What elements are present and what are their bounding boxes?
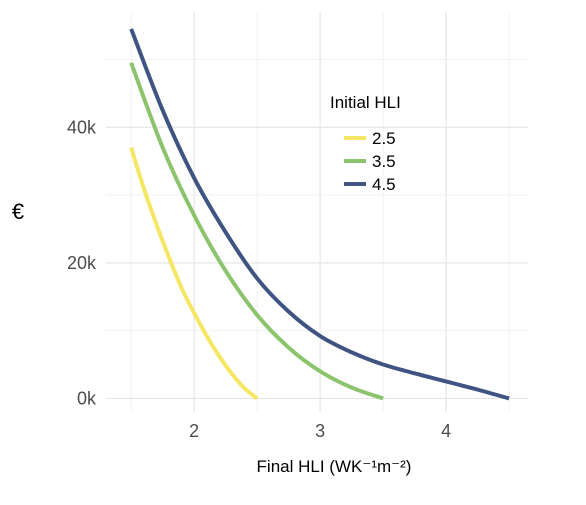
legend-item: 4.5	[344, 175, 396, 194]
legend-item: 2.5	[344, 129, 396, 148]
x-tick-label: 3	[315, 421, 325, 441]
legend-items: 2.5 3.5 4.5	[344, 129, 396, 194]
y-axis-label: €	[12, 199, 24, 224]
series-lines	[129, 28, 510, 401]
y-tick-label: 20k	[67, 253, 97, 273]
x-tick-label: 4	[441, 421, 451, 441]
x-tick-label: 2	[189, 421, 199, 441]
legend-title: Initial HLI	[330, 93, 401, 112]
grid-lines	[106, 12, 528, 412]
legend: Initial HLI 2.5 3.5 4.5	[330, 93, 401, 194]
y-tick-label: 0k	[77, 388, 97, 408]
y-tick-label: 40k	[67, 117, 97, 137]
legend-label: 2.5	[372, 129, 396, 148]
series-line-4-5	[129, 28, 510, 401]
legend-item: 3.5	[344, 152, 396, 171]
legend-label: 3.5	[372, 152, 396, 171]
x-axis-label: Final HLI (WK⁻¹m⁻²)	[257, 457, 412, 476]
legend-label: 4.5	[372, 175, 396, 194]
series-line-3-5	[129, 62, 384, 401]
series-line-2-5	[129, 146, 259, 401]
